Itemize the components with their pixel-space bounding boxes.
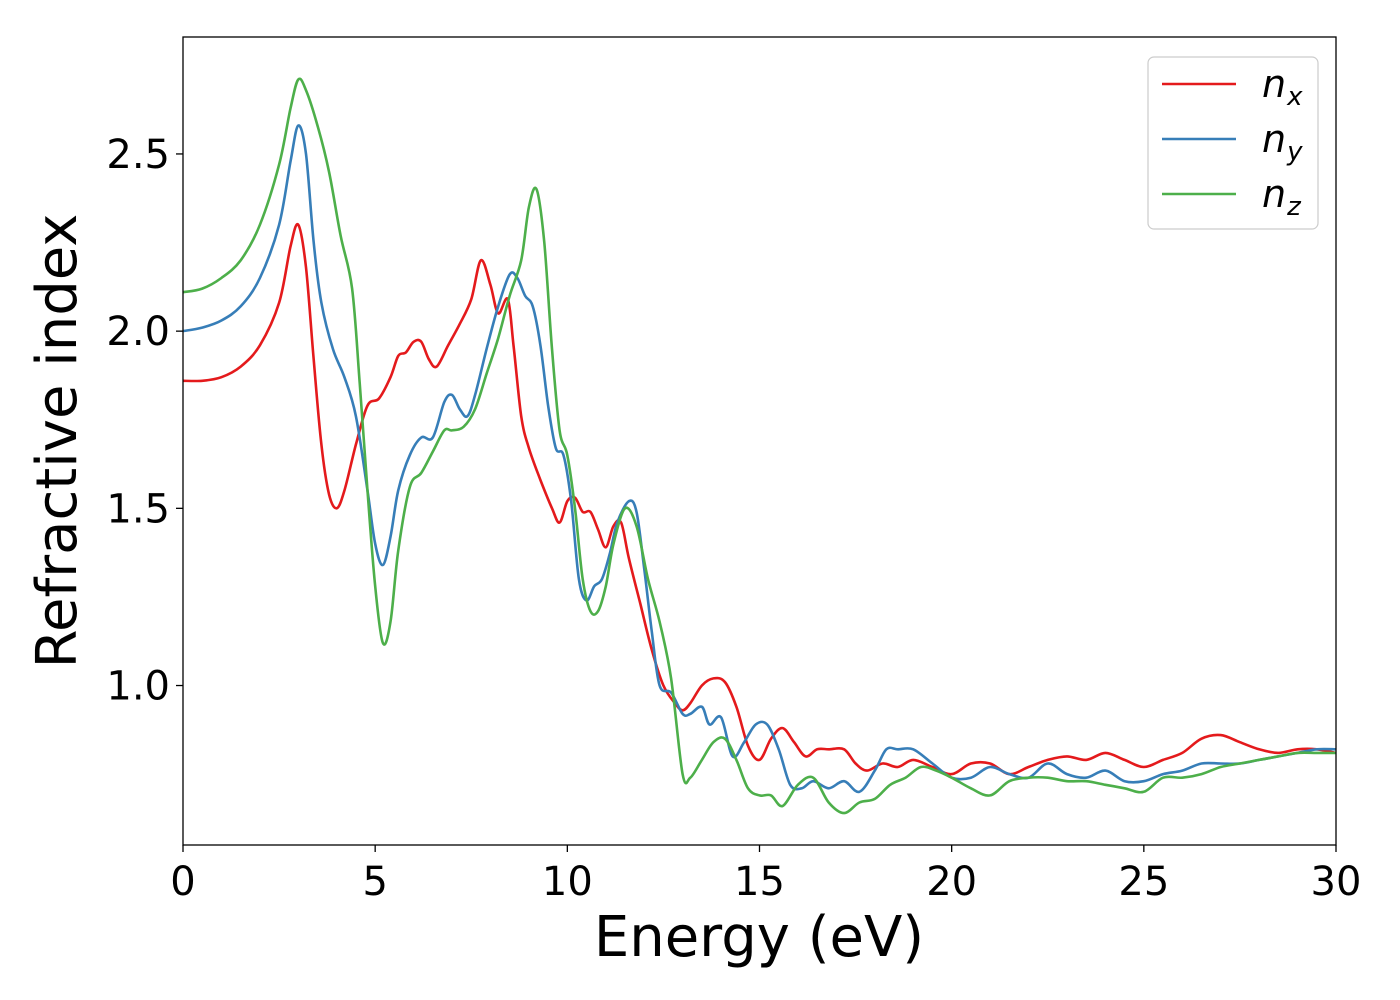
y-tick-label: 2.0 bbox=[106, 309, 170, 355]
x-tick-label: 5 bbox=[362, 859, 387, 905]
series-line-nz bbox=[183, 77, 1336, 815]
x-tick-label: 20 bbox=[926, 859, 977, 905]
x-tick-label: 15 bbox=[734, 859, 785, 905]
x-tick-label: 0 bbox=[170, 859, 195, 905]
y-tick-label: 2.5 bbox=[106, 132, 170, 178]
x-tick-label: 30 bbox=[1311, 859, 1362, 905]
y-tick-label: 1.5 bbox=[106, 486, 170, 532]
y-axis-label: Refractive index bbox=[25, 214, 90, 669]
series-layer bbox=[183, 77, 1336, 815]
x-axis-label: Energy (eV) bbox=[594, 905, 924, 970]
y-tick-label: 1.0 bbox=[106, 664, 170, 710]
x-axis-ticks: 0 5 10 15 20 25 30 bbox=[170, 845, 1361, 905]
y-axis-ticks: 1.0 1.5 2.0 2.5 bbox=[106, 132, 183, 710]
legend-box bbox=[1147, 56, 1319, 230]
x-tick-label: 10 bbox=[542, 859, 593, 905]
x-tick-label: 25 bbox=[1118, 859, 1169, 905]
series-line-ny bbox=[183, 124, 1336, 794]
series-line-nx bbox=[183, 222, 1336, 776]
